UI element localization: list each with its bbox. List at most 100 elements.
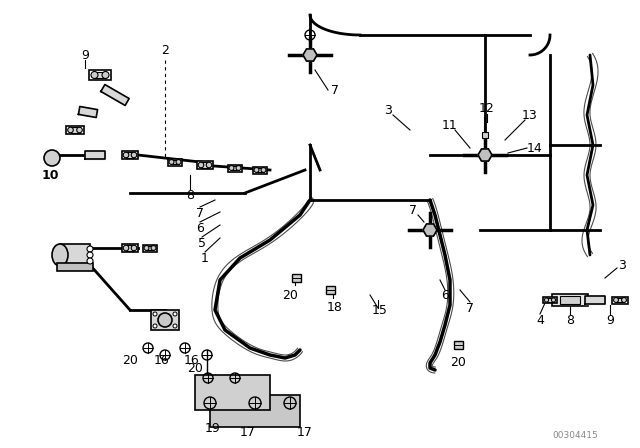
Text: 8: 8 [186,189,194,202]
Circle shape [68,127,74,133]
Bar [291,274,301,282]
Bar [197,161,213,169]
Bar [126,246,134,251]
Bar [122,244,138,252]
Circle shape [173,312,177,316]
Text: 12: 12 [479,102,495,115]
Circle shape [144,246,149,250]
Circle shape [87,246,93,252]
Text: 8: 8 [566,314,574,327]
Text: 5: 5 [198,237,206,250]
Circle shape [153,324,157,328]
Bar [122,151,138,159]
Text: 16: 16 [154,353,170,366]
Bar [560,296,580,304]
Text: 6: 6 [441,289,449,302]
Bar [126,152,134,158]
Text: 15: 15 [372,303,388,316]
Polygon shape [423,224,437,236]
Bar [326,286,335,293]
Circle shape [158,313,172,327]
Bar [552,294,588,306]
Text: 7: 7 [466,302,474,314]
Text: 14: 14 [527,142,543,155]
Circle shape [102,72,109,78]
Bar [70,127,79,133]
Circle shape [153,312,157,316]
Circle shape [169,159,174,164]
Polygon shape [85,151,105,159]
Circle shape [91,72,98,78]
Polygon shape [303,49,317,61]
Bar [89,70,111,80]
Text: 17: 17 [297,426,313,439]
Circle shape [176,159,181,164]
Circle shape [123,152,129,158]
Circle shape [206,162,212,168]
Text: 7: 7 [409,203,417,216]
Circle shape [229,166,234,170]
Bar [147,246,154,250]
Bar [60,244,90,266]
Text: 10: 10 [41,168,59,181]
Bar [228,164,242,172]
Text: 16: 16 [184,353,200,366]
Text: 17: 17 [240,426,256,439]
Circle shape [552,298,556,302]
Bar [482,132,488,138]
Text: 13: 13 [522,108,538,121]
Circle shape [236,166,241,170]
Text: 20: 20 [187,362,203,375]
Circle shape [261,168,266,172]
Bar [616,297,624,302]
Bar [95,72,106,78]
Polygon shape [101,85,129,105]
Bar [168,159,182,165]
Bar [172,159,179,164]
Polygon shape [585,296,605,304]
Bar [257,168,264,172]
Text: 3: 3 [618,258,626,271]
Circle shape [545,298,548,302]
Text: 7: 7 [196,207,204,220]
Text: 20: 20 [282,289,298,302]
Bar [151,310,179,330]
Circle shape [198,162,204,168]
Bar [454,341,463,349]
Bar [232,166,239,170]
Bar [143,245,157,251]
Circle shape [87,252,93,258]
Polygon shape [79,107,97,117]
Polygon shape [478,149,492,161]
Circle shape [87,258,93,264]
Bar [612,297,628,303]
Bar [253,167,267,173]
Circle shape [131,152,137,158]
Text: 19: 19 [205,422,221,435]
Circle shape [123,245,129,251]
Text: 6: 6 [196,221,204,234]
Text: 9: 9 [81,48,89,61]
Text: 9: 9 [606,314,614,327]
Text: 7: 7 [331,83,339,96]
Circle shape [173,324,177,328]
Bar [210,395,300,427]
Circle shape [614,297,618,302]
Text: 3: 3 [384,103,392,116]
Bar [57,263,93,271]
Circle shape [151,246,156,250]
Circle shape [77,127,83,133]
Text: 20: 20 [122,353,138,366]
Circle shape [44,150,60,166]
Circle shape [131,245,137,251]
Text: 00304415: 00304415 [552,431,598,439]
Circle shape [621,297,627,302]
Bar [66,126,84,134]
Text: 1: 1 [201,251,209,264]
Text: 18: 18 [327,301,343,314]
Bar [201,162,209,168]
Text: 2: 2 [161,43,169,56]
Text: 20: 20 [450,356,466,369]
Bar [547,298,554,302]
Ellipse shape [52,244,68,266]
